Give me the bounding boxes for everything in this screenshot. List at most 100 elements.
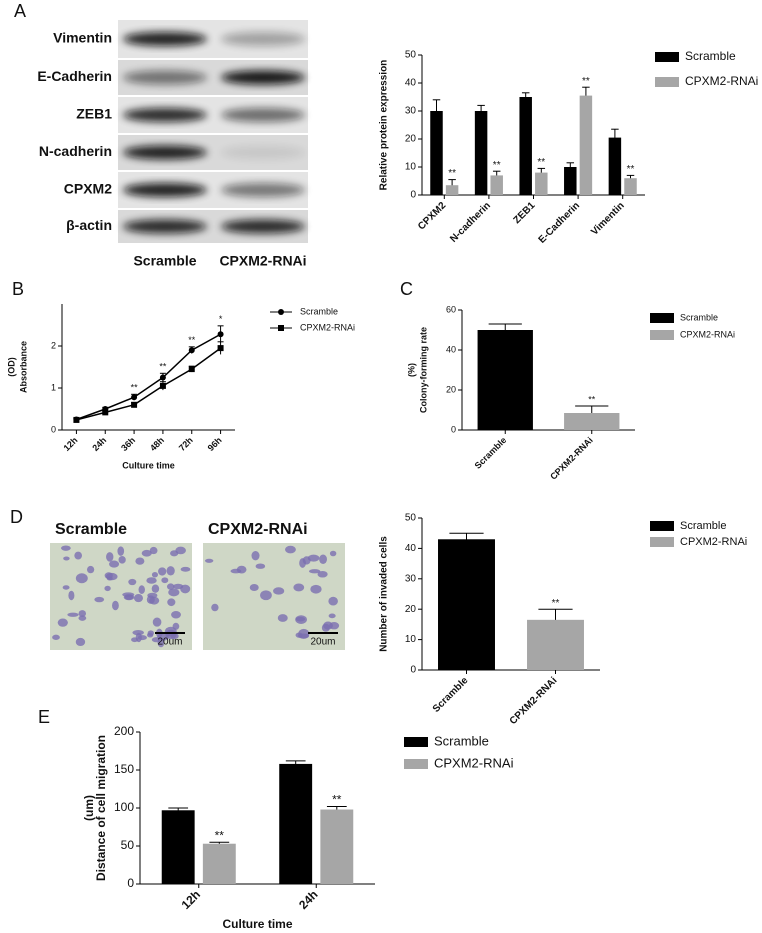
- marker: [131, 401, 138, 408]
- significance: **: [588, 394, 596, 404]
- cell: [132, 630, 144, 636]
- legend-swatch: [650, 330, 674, 340]
- significance: **: [131, 383, 139, 393]
- cell: [308, 569, 321, 574]
- marker: [217, 331, 224, 338]
- significance: **: [215, 828, 225, 842]
- cell: [57, 618, 68, 627]
- blot-column-label: CPXM2-RNAi: [219, 253, 306, 269]
- y-tick-label: 10: [405, 162, 417, 173]
- y-tick-label: 20: [405, 134, 417, 145]
- legend-marker: [278, 325, 284, 331]
- x-tick-label: E-Cadherin: [537, 200, 582, 245]
- x-tick-label: 36h: [119, 435, 137, 453]
- cell: [112, 600, 119, 611]
- line: [76, 333, 221, 421]
- cell: [299, 558, 306, 568]
- marker: [188, 366, 195, 373]
- legend-label: Scramble: [680, 312, 718, 322]
- significance: **: [552, 598, 560, 609]
- blot-band: [221, 145, 305, 160]
- y-tick-label: 0: [410, 190, 416, 201]
- y-axis-label: Number of invaded cells: [379, 536, 390, 652]
- y-axis-label: Distance of cell migration: [94, 735, 108, 881]
- y-tick-label: 0: [127, 876, 134, 890]
- legend-swatch: [404, 759, 428, 769]
- cell: [128, 578, 137, 586]
- y-tick-label: 30: [405, 106, 417, 117]
- y-tick-label: 50: [405, 513, 417, 524]
- y-axis-label: Absorbance: [18, 341, 28, 393]
- blot-band: [221, 183, 305, 197]
- x-tick-label: 48h: [148, 435, 166, 453]
- bar: [430, 111, 443, 195]
- cell: [180, 584, 191, 594]
- legend-swatch: [655, 77, 679, 87]
- y-tick-label: 20: [405, 604, 417, 615]
- cell: [141, 549, 152, 557]
- x-tick-label: Vimentin: [589, 200, 627, 238]
- x-tick-label: 24h: [296, 887, 321, 912]
- bar: [477, 330, 533, 430]
- cell: [133, 594, 143, 603]
- y-tick-label: 150: [114, 762, 134, 776]
- micrograph-label: CPXM2-RNAi: [208, 521, 308, 538]
- legend-marker: [278, 309, 284, 315]
- cell: [171, 611, 181, 619]
- significance: **: [493, 160, 501, 171]
- significance: **: [537, 157, 545, 168]
- y-tick-label: 40: [405, 543, 417, 554]
- cell: [104, 585, 111, 592]
- x-axis-label: Culture time: [122, 460, 175, 470]
- cell: [180, 566, 191, 572]
- legend-label: CPXM2-RNAi: [680, 536, 747, 548]
- x-tick-label: CPXM2-RNAi: [548, 435, 595, 482]
- cell: [61, 545, 71, 551]
- x-tick-label: N-cadherin: [448, 200, 493, 245]
- cell: [166, 566, 175, 576]
- bar: [279, 763, 313, 884]
- cell: [297, 633, 310, 639]
- y-tick-label: 0: [51, 424, 56, 434]
- marker: [131, 394, 138, 401]
- x-tick-label: 12h: [61, 435, 79, 453]
- y-tick-label: 1: [51, 382, 56, 392]
- cell: [166, 583, 175, 590]
- y-tick-label: 40: [405, 78, 417, 89]
- legend-label: Scramble: [685, 49, 736, 63]
- panel-label: A: [14, 1, 26, 21]
- cell: [158, 567, 167, 576]
- legend-swatch: [650, 521, 674, 531]
- marker: [188, 347, 195, 354]
- bar: [320, 809, 354, 884]
- blot-band: [123, 108, 207, 122]
- legend-label: CPXM2-RNAi: [300, 322, 355, 332]
- cell: [251, 551, 260, 561]
- y-tick-label: 100: [114, 800, 134, 814]
- marker: [73, 416, 80, 423]
- cell: [236, 565, 247, 574]
- cell: [118, 556, 126, 564]
- legend-label: CPXM2-RNAi: [680, 329, 735, 339]
- marker: [159, 374, 166, 381]
- cell: [147, 592, 158, 599]
- legend-swatch: [650, 313, 674, 323]
- blot-band: [221, 70, 305, 85]
- cell: [255, 563, 266, 569]
- significance: **: [332, 793, 342, 807]
- cell: [175, 546, 186, 555]
- bar: [608, 137, 622, 195]
- y-tick-label: 60: [446, 304, 456, 314]
- x-tick-label: CPXM2-RNAi: [508, 675, 560, 727]
- x-tick-label: 12h: [179, 887, 204, 912]
- significance: **: [159, 362, 167, 372]
- cell: [151, 584, 160, 593]
- micrograph-label: Scramble: [55, 521, 127, 538]
- scale-bar-label: 20um: [157, 637, 182, 648]
- blot-row-label: β-actin: [66, 217, 112, 233]
- cell: [106, 576, 113, 581]
- cell: [277, 614, 288, 622]
- bar: [490, 175, 503, 195]
- cell: [295, 616, 306, 622]
